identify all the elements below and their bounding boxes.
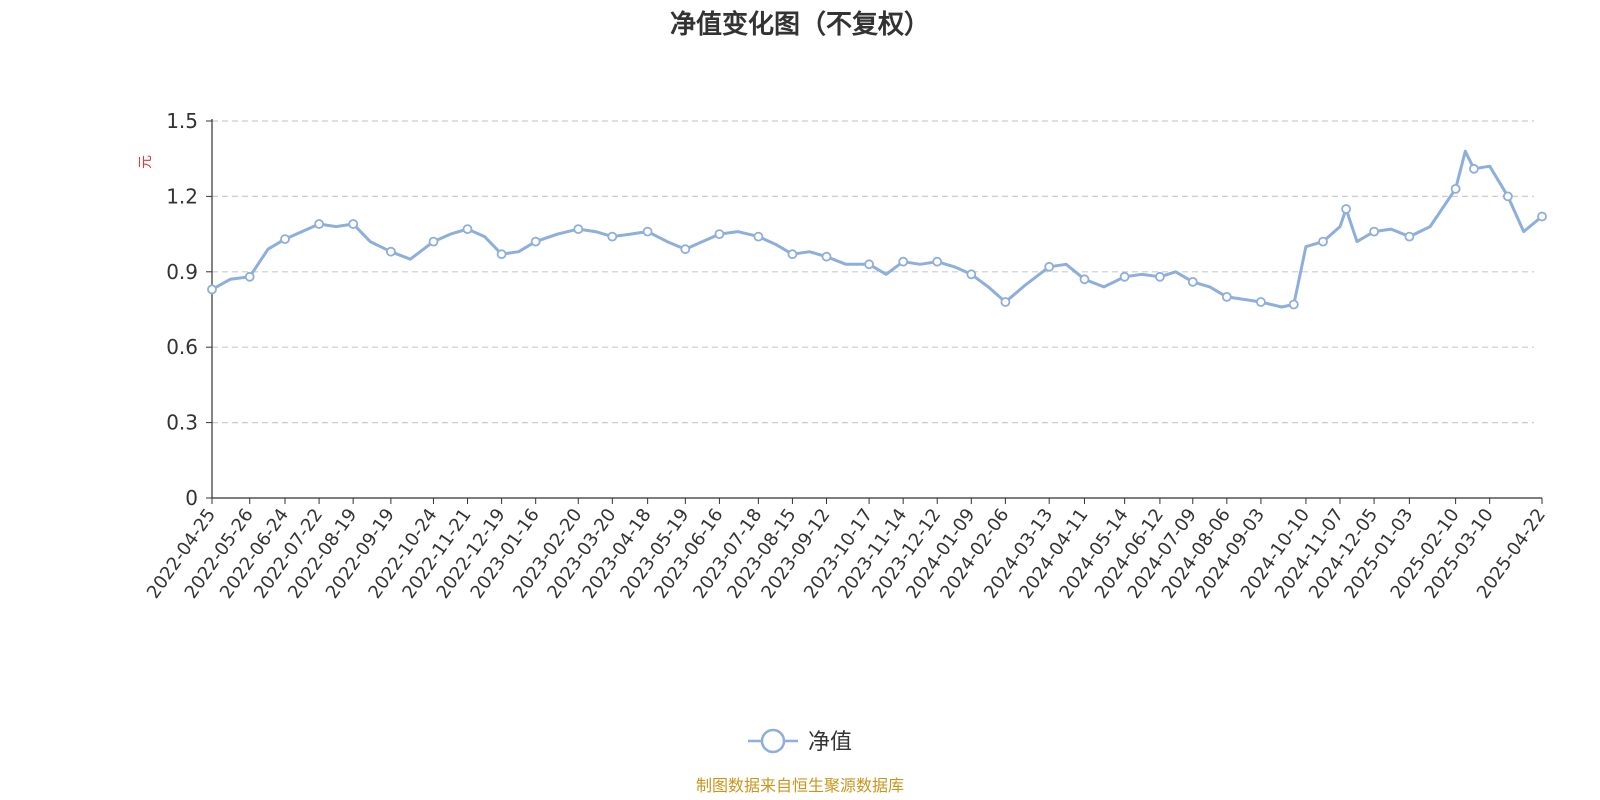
y-tick-label: 1.5 (166, 109, 198, 133)
y-tick-label: 0.9 (166, 260, 198, 284)
data-point (753, 231, 764, 242)
data-point (787, 249, 798, 260)
data-point (1318, 236, 1328, 247)
y-tick-label: 0 (185, 486, 198, 510)
data-point (714, 229, 725, 240)
legend-circle-icon (760, 728, 786, 754)
data-point (428, 236, 439, 247)
data-point (280, 234, 290, 245)
y-tick-label: 0.6 (166, 335, 198, 359)
data-point (680, 244, 691, 255)
data-point (1503, 191, 1513, 202)
data-point (864, 259, 874, 270)
x-axis: 2022-04-252022-05-262022-06-242022-07-22… (143, 497, 1550, 603)
data-point (1119, 271, 1130, 282)
data-point (1450, 183, 1461, 194)
chart-title: 净值变化图（不复权） (670, 9, 930, 40)
data-point (207, 284, 217, 295)
data-point (244, 271, 255, 282)
data-point (1288, 299, 1299, 310)
data-point (966, 269, 977, 280)
data-point (1341, 204, 1351, 214)
data-point (348, 219, 359, 229)
data-point (1221, 291, 1232, 302)
data-point (1369, 226, 1379, 237)
data-point (1187, 276, 1198, 287)
data-point (1155, 271, 1165, 282)
data-point (1079, 274, 1090, 285)
data-point (898, 256, 909, 267)
data-point (642, 226, 653, 237)
data-point (573, 224, 584, 235)
data-point (462, 224, 473, 235)
y-axis: 0 0.3 0.6 0.9 1.2 1.5 (166, 109, 213, 510)
data-point (496, 249, 507, 260)
data-point (607, 231, 618, 242)
data-point (821, 251, 832, 262)
data-point (1044, 261, 1055, 272)
series-layer (207, 149, 1547, 310)
data-point (314, 219, 325, 229)
data-point (1537, 211, 1547, 222)
data-point (932, 256, 943, 267)
data-point (1000, 297, 1011, 307)
data-point (1404, 231, 1415, 242)
data-point (385, 246, 396, 257)
legend-label: 净值 (808, 730, 852, 755)
data-point (530, 236, 541, 247)
series-line (210, 149, 1544, 309)
legend[interactable]: 净值 (748, 728, 852, 755)
y-axis-unit-label: 元 (138, 155, 154, 169)
y-tick-label: 1.2 (166, 184, 198, 208)
data-point (1469, 163, 1479, 174)
y-tick-label: 0.3 (166, 411, 198, 435)
data-point (1256, 297, 1266, 307)
data-source-note: 制图数据来自恒生聚源数据库 (696, 776, 904, 795)
grid-lines (212, 120, 1534, 424)
